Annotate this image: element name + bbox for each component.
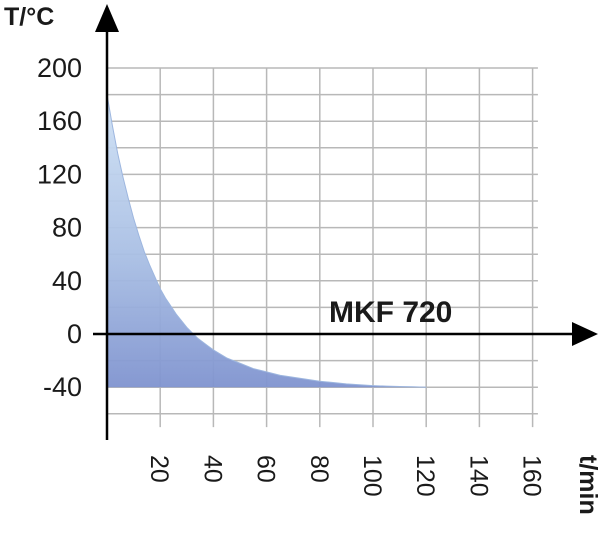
x-tick-label: 80 [305,455,333,483]
y-axis-label: T/°C [4,3,54,31]
x-tick-label: 60 [252,455,280,483]
series-area [107,94,427,388]
x-tick-label: 120 [411,455,439,497]
y-tick-label: -40 [43,372,82,402]
x-tick-label: 100 [358,455,386,497]
y-axis-arrow [95,4,119,32]
y-tick-label: 80 [52,213,82,243]
tick-labels: 200 160 120 80 40 0 -40 20 40 60 80 100 120 140 160 [37,53,546,497]
x-tick-label: 140 [464,455,492,497]
x-tick-label: 40 [198,455,226,483]
x-axis-label: t/min [574,455,600,515]
y-tick-label: 200 [37,53,82,83]
y-tick-label: 40 [52,266,82,296]
grid [107,67,538,428]
chart-annotation: MKF 720 [329,296,452,329]
x-tick-label: 160 [518,455,546,497]
y-tick-label: 160 [37,106,82,136]
x-axis-arrow [572,322,598,346]
x-tick-label: 20 [145,455,173,483]
series-line [106,94,427,388]
y-tick-label: 120 [37,159,82,189]
series-area-layer [106,94,427,388]
y-tick-label: 0 [67,319,82,349]
axes [93,4,598,440]
